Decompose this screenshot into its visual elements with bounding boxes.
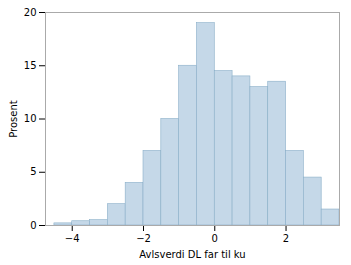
svg-text:5: 5 bbox=[30, 166, 36, 177]
svg-text:0: 0 bbox=[212, 233, 218, 244]
svg-text:15: 15 bbox=[24, 60, 37, 71]
svg-text:20: 20 bbox=[24, 7, 37, 18]
svg-text:0: 0 bbox=[30, 220, 36, 231]
svg-text:2: 2 bbox=[283, 233, 289, 244]
svg-text:Avlsverdi DL far til ku: Avlsverdi DL far til ku bbox=[139, 249, 245, 260]
svg-text:Prosent: Prosent bbox=[8, 100, 19, 138]
svg-text:−4: −4 bbox=[65, 233, 80, 244]
svg-text:10: 10 bbox=[24, 113, 37, 124]
svg-text:−2: −2 bbox=[136, 233, 151, 244]
